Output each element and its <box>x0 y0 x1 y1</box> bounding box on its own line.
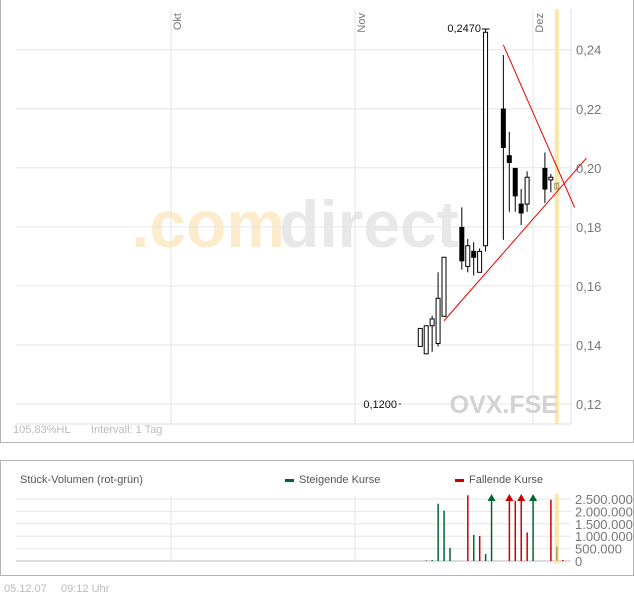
legend-rising: Steigende Kurse <box>285 474 380 486</box>
candle-body <box>483 31 489 247</box>
symbol-label: OVX.FSE <box>450 391 558 419</box>
volume-y-tick-label: 0 <box>575 554 582 569</box>
y-tick-label: 0,22 <box>576 102 601 117</box>
timestamp-date: 05.12.07 <box>4 583 47 595</box>
x-tick-label: Dez <box>534 13 546 33</box>
overflow-arrow-icon <box>529 494 538 501</box>
legend-rising-label: Steigende Kurse <box>299 474 381 486</box>
overflow-arrow-icon <box>487 494 496 501</box>
x-tick-label: Nov <box>356 13 368 33</box>
legend-falling: Fallende Kurse <box>455 474 543 486</box>
range-text: 105,83%HL <box>13 424 71 436</box>
overflow-arrow-icon <box>505 494 514 501</box>
candle-body <box>423 325 429 355</box>
candle-body <box>465 245 471 267</box>
candle-body <box>441 256 447 317</box>
volume-y-tick-label: 1.500.000 <box>575 517 633 532</box>
candle-body <box>435 297 441 344</box>
volume-title: Stück-Volumen (rot-grün) <box>20 474 143 486</box>
price-chart-panel: .com direct 0,12 0,14 0,16 0,18 0,20 0,22 0,24… <box>0 0 634 443</box>
timestamp-time: 09:12 Uhr <box>61 583 110 595</box>
candle-body <box>500 108 506 148</box>
y-tick-label: 0,24 <box>576 43 601 58</box>
watermark-direct: direct <box>279 187 459 261</box>
candle-body <box>542 167 548 190</box>
y-tick-label: 0,20 <box>576 161 601 176</box>
low-annotation-dot <box>399 403 401 405</box>
y-tick-label: 0,12 <box>576 397 601 412</box>
current-day-highlight <box>554 9 559 424</box>
candle-body <box>554 182 560 190</box>
candle-body <box>477 250 483 273</box>
legend-falling-label: Fallende Kurse <box>469 474 543 486</box>
y-tick-label: 0,16 <box>576 279 601 294</box>
candle-body <box>471 250 477 258</box>
candle-body <box>518 203 524 214</box>
volume-y-tick-label: 500.000 <box>575 542 622 557</box>
legend-swatch-rising <box>285 478 294 482</box>
volume-y-tick-label: 2.500.000 <box>575 492 633 507</box>
volume-y-tick-label: 2.000.000 <box>575 504 633 519</box>
volume-chart: 0500.0001.000.0001.500.0002.000.0002.500… <box>16 492 633 569</box>
candle-body <box>429 318 435 327</box>
trend-line <box>502 44 576 208</box>
legend-swatch-falling <box>455 478 464 482</box>
low-annotation: 0,1200 <box>363 399 397 411</box>
candle-body <box>459 226 465 262</box>
x-tick-label: Okt <box>172 13 184 30</box>
candle-body <box>417 327 423 347</box>
volume-highlight <box>554 494 559 564</box>
candle-body <box>524 176 530 205</box>
high-annotation: 0,2470 <box>447 23 481 35</box>
interval-text: Intervall: 1 Tag <box>91 424 163 436</box>
y-tick-label: 0,18 <box>576 220 601 235</box>
watermark-com: .com <box>131 187 285 261</box>
price-chart: .com direct 0,12 0,14 0,16 0,18 0,20 0,22 0,24… <box>16 9 601 425</box>
candle-body <box>506 155 512 163</box>
trend-line <box>443 157 587 322</box>
candle-body <box>512 167 518 197</box>
y-tick-label: 0,14 <box>576 338 601 353</box>
candle-body <box>548 176 554 181</box>
volume-y-tick-label: 1.000.000 <box>575 529 633 544</box>
overflow-arrow-icon <box>517 494 526 501</box>
